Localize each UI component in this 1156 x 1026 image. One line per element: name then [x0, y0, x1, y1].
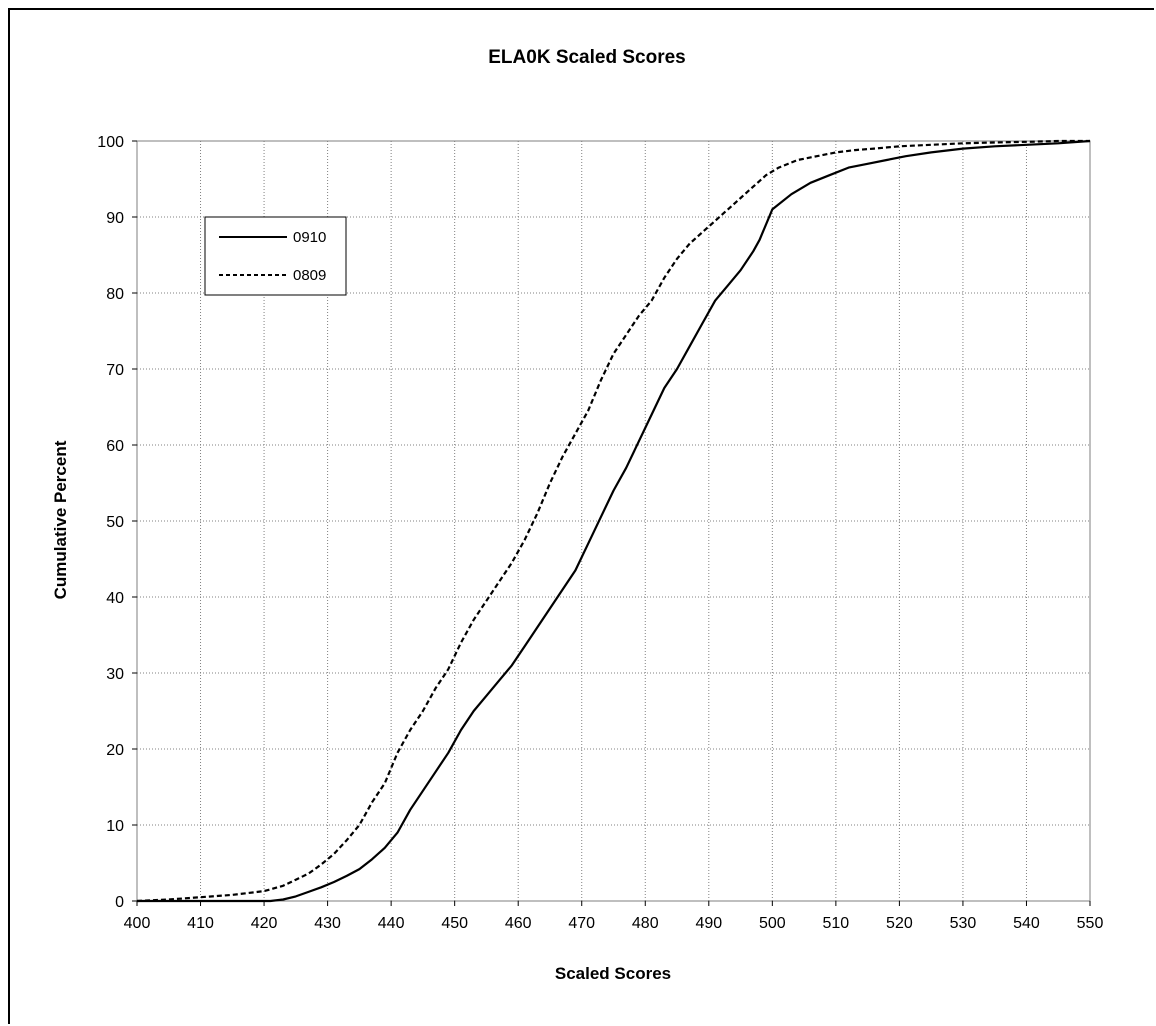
x-tick-label: 500 — [759, 915, 786, 932]
y-tick-label: 0 — [115, 894, 124, 911]
y-tick-label: 60 — [106, 438, 124, 455]
y-tick-label: 30 — [106, 666, 124, 683]
legend-label-0809: 0809 — [293, 267, 326, 284]
x-tick-label: 540 — [1013, 915, 1040, 932]
series-layer — [136, 139, 1091, 903]
series-line-0910 — [137, 139, 1091, 903]
legend: 0910 0809 — [204, 216, 347, 296]
x-tick-label: 530 — [950, 915, 977, 932]
chart-title: ELA0K Scaled Scores — [488, 47, 685, 68]
y-tick-label: 100 — [97, 134, 124, 151]
y-tick-label: 80 — [106, 286, 124, 303]
legend-label-0910: 0910 — [293, 229, 326, 246]
x-tick-label: 520 — [886, 915, 913, 932]
x-tick-label: 410 — [187, 915, 214, 932]
x-tick-label: 440 — [378, 915, 405, 932]
x-tick-label: 550 — [1077, 915, 1104, 932]
legend-box — [204, 216, 347, 296]
y-tick-label: 20 — [106, 742, 124, 759]
x-tick-label: 490 — [695, 915, 722, 932]
y-tick-label: 40 — [106, 590, 124, 607]
y-tick-label: 10 — [106, 818, 124, 835]
x-tick-label: 420 — [251, 915, 278, 932]
x-tick-label: 480 — [632, 915, 659, 932]
y-tick-label: 70 — [106, 362, 124, 379]
chart-frame — [8, 8, 1154, 1024]
y-tick-label: 90 — [106, 210, 124, 227]
y-axis-title: Cumulative Percent — [51, 440, 70, 599]
x-tick-label: 400 — [124, 915, 151, 932]
x-tick-label: 430 — [314, 915, 341, 932]
x-tick-label: 450 — [441, 915, 468, 932]
x-tick-label: 460 — [505, 915, 532, 932]
x-tick-label: 470 — [568, 915, 595, 932]
y-tick-label: 50 — [106, 514, 124, 531]
tick-labels: 400 410 420 430 440 450 460 470 480 490 500 510 520 5… — [97, 134, 1103, 932]
x-tick-label: 510 — [823, 915, 850, 932]
x-axis-title: Scaled Scores — [555, 964, 671, 983]
